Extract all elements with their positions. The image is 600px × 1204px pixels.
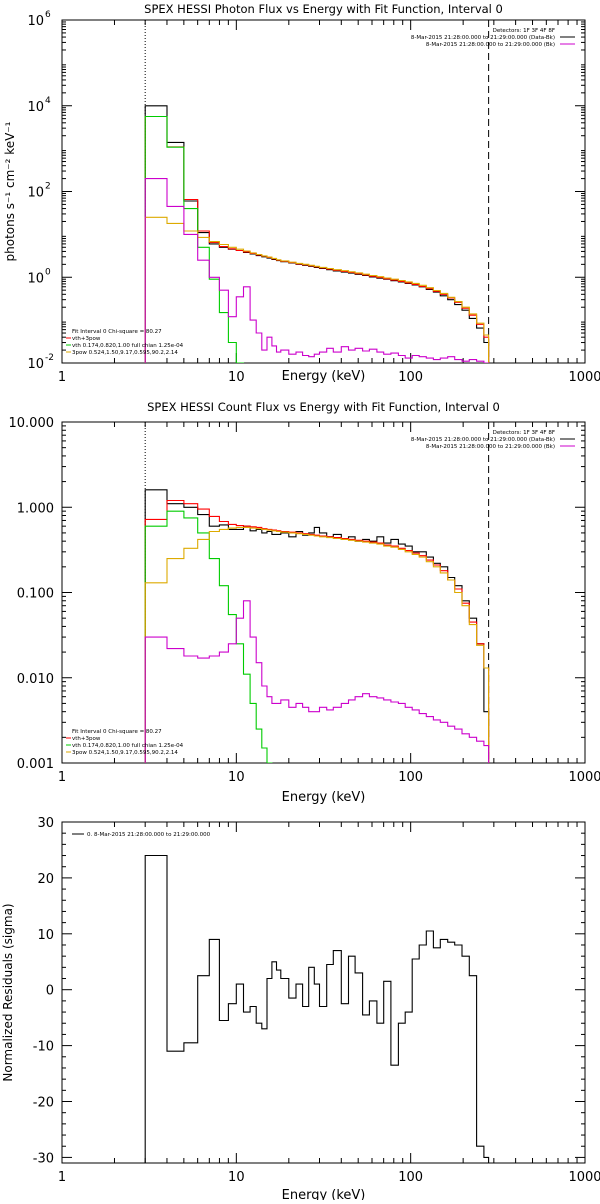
legend-topright-text: 8-Mar-2015 21:28:00.000 to 21:29:00.000 … xyxy=(426,42,555,48)
legend-bottomleft-text: 3pow 0.524,1.50,9.17,0.595,90.2,2.14 xyxy=(72,750,178,756)
x-tick-label: 100 xyxy=(398,1170,423,1185)
y-tick-base: 10 xyxy=(27,271,44,286)
y-tick-base: 10 xyxy=(27,186,44,201)
y-tick-label: 0.100 xyxy=(17,587,54,602)
x-tick-label: 1 xyxy=(58,370,66,385)
x-tick-label: 100 xyxy=(398,370,423,385)
x-axis-label: Energy (keV) xyxy=(282,369,366,384)
y-tick-label: -10 xyxy=(33,1040,54,1055)
y-tick-label: 10 xyxy=(27,186,44,201)
legend-bottomleft-text: Fit Interval 0 Chi-square = 80.27 xyxy=(72,329,162,335)
legend-topleft-text: 0. 8-Mar-2015 21:28:00.000 to 21:29:00.0… xyxy=(87,832,211,838)
legend-bottomleft-text: vth+3pow xyxy=(72,336,101,342)
x-tick-label: 1000 xyxy=(568,1170,600,1185)
series-bk-line xyxy=(145,179,488,365)
y-tick-label: 10 xyxy=(27,14,44,29)
y-tick-label: 10 xyxy=(27,271,44,286)
y-tick-label: 0 xyxy=(46,984,54,999)
y-tick-label: -30 xyxy=(33,1151,54,1166)
x-tick-label: 1000 xyxy=(568,370,600,385)
chart-1: SPEX HESSI Photon Flux vs Energy with Fi… xyxy=(3,2,600,385)
x-axis-label: Energy (keV) xyxy=(282,790,366,805)
legend-topright-text: Detectors: 1F 3F 4F 8F xyxy=(493,28,555,34)
plot-frame xyxy=(62,20,585,363)
y-tick-base: 10 xyxy=(27,100,44,115)
series-vth-3pow-line xyxy=(145,117,488,366)
series-bk-line xyxy=(145,601,488,765)
legend-bottomleft-text: Fit Interval 0 Chi-square = 80.27 xyxy=(72,729,162,735)
legend: Detectors: 1F 3F 4F 8F8-Mar-2015 21:28:0… xyxy=(66,28,575,356)
legend-bottomleft-text: vth 0.174,0.820,1.00 full chian 1.25e-04 xyxy=(72,743,184,749)
plot-frame xyxy=(62,822,585,1163)
y-tick-exponent: 2 xyxy=(45,182,51,192)
x-tick-label: 1 xyxy=(58,1170,66,1185)
chart-2: SPEX HESSI Count Flux vs Energy with Fit… xyxy=(9,400,600,805)
legend-topright-text: 8-Mar-2015 21:28:00.000 to 21:29:00.000 … xyxy=(411,35,555,41)
y-tick-label: 10 xyxy=(37,928,54,943)
y-axis-label: photons s⁻¹ cm⁻² keV⁻¹ xyxy=(3,121,17,261)
y-axis-label: Normalized Residuals (sigma) xyxy=(1,903,15,1081)
plot-area xyxy=(145,106,488,365)
y-tick-label: 10 xyxy=(27,100,44,115)
y-tick-label: 10 xyxy=(27,357,44,372)
x-tick-label: 100 xyxy=(398,770,423,785)
legend-bottomleft-text: vth+3pow xyxy=(72,736,101,742)
legend-topright-text: 8-Mar-2015 21:28:00.000 to 21:29:00.000 … xyxy=(411,437,555,443)
series-vth-line xyxy=(145,511,272,765)
chart-title: SPEX HESSI Photon Flux vs Energy with Fi… xyxy=(144,2,503,16)
chart-title: SPEX HESSI Count Flux vs Energy with Fit… xyxy=(147,400,500,414)
x-tick-label: 10 xyxy=(228,770,245,785)
plot-area xyxy=(145,856,488,1166)
y-tick-base: 10 xyxy=(27,14,44,29)
y-tick-label: -20 xyxy=(33,1096,54,1111)
figure-svg: SPEX HESSI Photon Flux vs Energy with Fi… xyxy=(0,0,600,1200)
y-tick-base: 10 xyxy=(27,357,44,372)
x-tick-label: 10 xyxy=(228,370,245,385)
series-data-bk-line xyxy=(145,106,488,365)
x-tick-label: 10 xyxy=(228,1170,245,1185)
y-tick-label: 30 xyxy=(37,816,54,831)
series-vth-line xyxy=(145,117,243,366)
y-tick-exponent: 6 xyxy=(45,10,51,20)
figure: SPEX HESSI Photon Flux vs Energy with Fi… xyxy=(0,0,600,1200)
plot-frame xyxy=(62,422,585,763)
x-tick-label: 1000 xyxy=(568,770,600,785)
series-vth-3pow-line xyxy=(145,501,488,766)
x-tick-label: 1 xyxy=(58,770,66,785)
y-tick-exponent: 4 xyxy=(45,96,51,106)
y-tick-label: 1.000 xyxy=(17,501,54,516)
legend-topright-text: 8-Mar-2015 21:28:00.000 to 21:29:00.000 … xyxy=(426,444,555,450)
series-data-bk-line xyxy=(145,490,488,765)
legend-bottomleft-text: 3pow 0.524,1.50,9.17,0.595,90.2,2.14 xyxy=(72,350,178,356)
legend-bottomleft-text: vth 0.174,0.820,1.00 full chian 1.25e-04 xyxy=(72,343,184,349)
y-tick-label: 10.000 xyxy=(9,416,55,431)
x-axis-label: Energy (keV) xyxy=(282,1188,366,1200)
legend-topright-text: Detectors: 1F 3F 4F 8F xyxy=(493,430,555,436)
series-residuals-line xyxy=(145,856,488,1166)
y-tick-label: 20 xyxy=(37,872,54,887)
y-tick-exponent: 0 xyxy=(45,267,51,277)
y-tick-exponent: -2 xyxy=(45,353,54,363)
plot-area xyxy=(145,490,488,765)
y-tick-label: 0.010 xyxy=(17,672,54,687)
y-tick-label: 0.001 xyxy=(17,757,54,772)
legend: 0. 8-Mar-2015 21:28:00.000 to 21:29:00.0… xyxy=(72,832,211,838)
